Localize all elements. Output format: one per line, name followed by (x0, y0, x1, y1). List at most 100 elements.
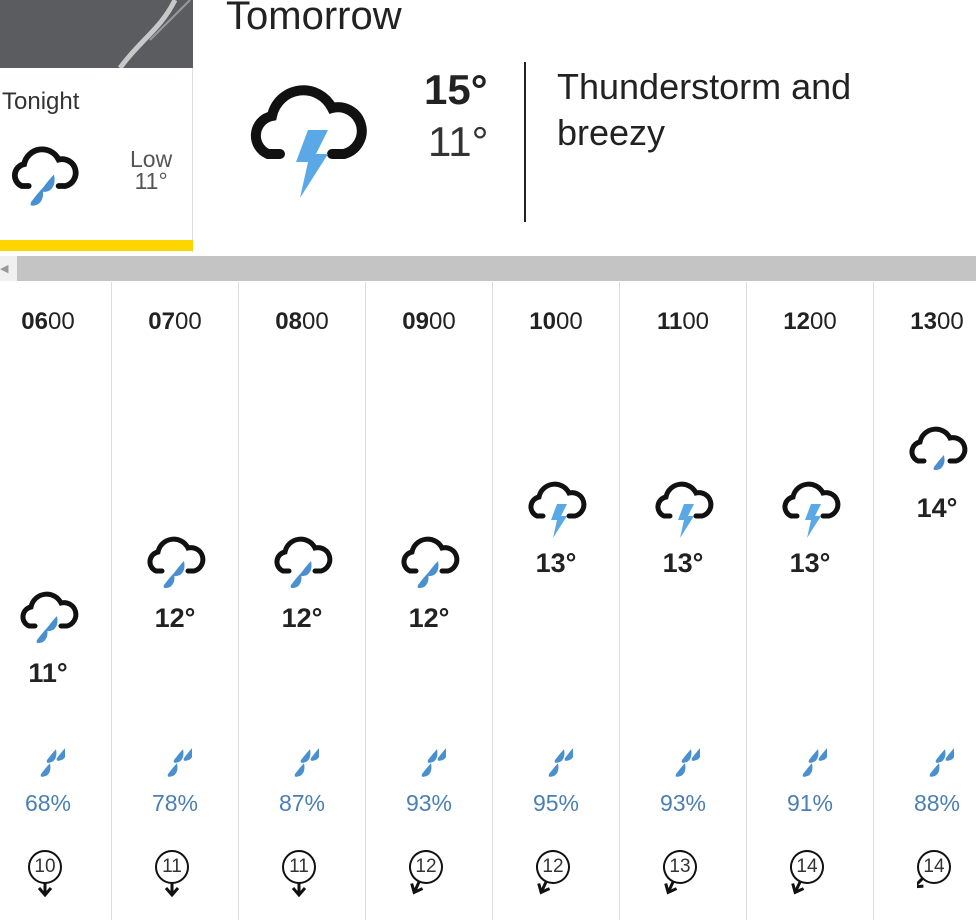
wind-speed: 11 (162, 856, 182, 877)
wind-speed: 14 (923, 856, 945, 877)
hour-temp: 14° (916, 493, 958, 523)
wind-speed: 13 (669, 856, 691, 877)
weather-photo (0, 0, 193, 68)
thunder-icon (652, 476, 716, 538)
heavy-rain-icon (144, 531, 208, 589)
wind-speed: 12 (542, 856, 564, 877)
scrollbar-thumb[interactable] (17, 256, 976, 281)
hour-temp: 12° (154, 603, 196, 633)
hour-mm: 00 (48, 308, 75, 335)
rain-drops-icon (795, 747, 829, 785)
tonight-label: Tonight (2, 88, 80, 115)
hour-label: 0600 (0, 308, 111, 336)
rain-drops-icon (922, 747, 956, 785)
rain-chance: 93% (405, 790, 453, 816)
hour-column[interactable]: 0900 12° 93% 12 (366, 282, 493, 920)
hour-column[interactable]: 1300 14° 88% 14 (874, 282, 976, 920)
hour-label: 1000 (493, 308, 619, 336)
tomorrow-title: Tomorrow (226, 0, 402, 38)
hour-mm: 00 (175, 308, 202, 335)
tomorrow-description: Thunderstorm and breezy (557, 66, 852, 153)
heavy-rain-icon (17, 586, 81, 644)
wind-arrow-icon (663, 850, 697, 895)
hour-hh: 13 (910, 308, 937, 335)
hour-hh: 12 (783, 308, 810, 335)
hour-temp: 12° (281, 603, 323, 633)
rain-drops-icon (160, 747, 194, 785)
low-temp: 11° (134, 168, 168, 194)
hour-hh: 09 (402, 308, 429, 335)
selected-indicator (0, 240, 193, 251)
rain-drops-icon (414, 747, 448, 785)
hour-mm: 00 (556, 308, 583, 335)
rain-chance: 91% (786, 790, 834, 816)
hour-label: 1200 (747, 308, 873, 336)
horizontal-scrollbar[interactable]: ◀ (0, 256, 976, 281)
heavy-rain-icon (398, 531, 462, 589)
wind-indicator: 11 (282, 850, 326, 920)
hour-hh: 10 (529, 308, 556, 335)
tomorrow-high: 15° (424, 66, 488, 113)
rain-chance: 93% (659, 790, 707, 816)
scroll-left-icon[interactable]: ◀ (0, 263, 9, 275)
hour-label: 0700 (112, 308, 238, 336)
wind-arrow-icon (28, 850, 62, 898)
wind-indicator: 10 (28, 850, 72, 920)
thunder-cloud-icon (244, 74, 372, 207)
rain-drops-icon (541, 747, 575, 785)
wind-arrow-icon (917, 850, 951, 889)
hour-temp: 13° (662, 548, 704, 578)
rain-cloud-icon (8, 140, 82, 219)
wind-indicator: 14 (917, 850, 961, 920)
wind-arrow-icon (536, 850, 570, 895)
wind-indicator: 12 (409, 850, 453, 920)
rain-chance: 68% (24, 790, 72, 816)
tonight-panel[interactable]: Tonight Low 11° (0, 68, 193, 252)
rain-drops-icon (668, 747, 702, 785)
hour-hh: 08 (275, 308, 302, 335)
hour-label: 1100 (620, 308, 746, 336)
light-rain-icon (906, 421, 970, 473)
hour-temp: 11° (28, 658, 68, 688)
wind-indicator: 11 (155, 850, 199, 920)
hour-label: 0900 (366, 308, 492, 336)
wind-speed: 12 (415, 856, 437, 877)
rain-chance: 88% (913, 790, 961, 816)
hour-temp: 12° (408, 603, 450, 633)
wind-speed: 10 (34, 856, 56, 877)
hour-label: 1300 (874, 308, 976, 336)
wind-arrow-icon (790, 850, 824, 895)
hour-label: 0800 (239, 308, 365, 336)
thunder-icon (779, 476, 843, 538)
rain-drops-icon (33, 747, 67, 785)
hour-hh: 07 (148, 308, 175, 335)
wind-speed: 14 (796, 856, 818, 877)
wind-arrow-icon (409, 850, 443, 895)
wind-speed: 11 (289, 856, 309, 877)
hour-column[interactable]: 1000 13° 95% 12 (493, 282, 620, 920)
rain-chance: 78% (151, 790, 199, 816)
hour-mm: 00 (810, 308, 837, 335)
tomorrow-low: 11° (428, 118, 489, 165)
wind-indicator: 13 (663, 850, 707, 920)
wind-indicator: 12 (536, 850, 580, 920)
thunder-icon (525, 476, 589, 538)
low-label: Low (130, 146, 173, 172)
hour-hh: 11 (656, 308, 683, 335)
hour-column[interactable]: 1200 13° 91% 14 (747, 282, 874, 920)
tonight-low: Low 11° (130, 146, 173, 194)
rain-drops-icon (287, 747, 321, 785)
wind-indicator: 14 (790, 850, 834, 920)
hour-mm: 00 (429, 308, 456, 335)
hour-temp: 13° (535, 548, 577, 578)
hour-mm: 00 (682, 308, 710, 335)
hour-hh: 06 (21, 308, 48, 335)
wind-arrow-icon (155, 850, 189, 898)
hour-column[interactable]: 0700 12° 78% 11 (112, 282, 239, 920)
divider (524, 62, 526, 222)
hour-column[interactable]: 1100 13° 93% 13 (620, 282, 747, 920)
hour-column[interactable]: 0800 12° 87% 11 (239, 282, 366, 920)
wind-arrow-icon (282, 850, 316, 898)
hour-column[interactable]: 0600 11° 68% 10 (0, 282, 112, 920)
hour-mm: 00 (302, 308, 329, 335)
